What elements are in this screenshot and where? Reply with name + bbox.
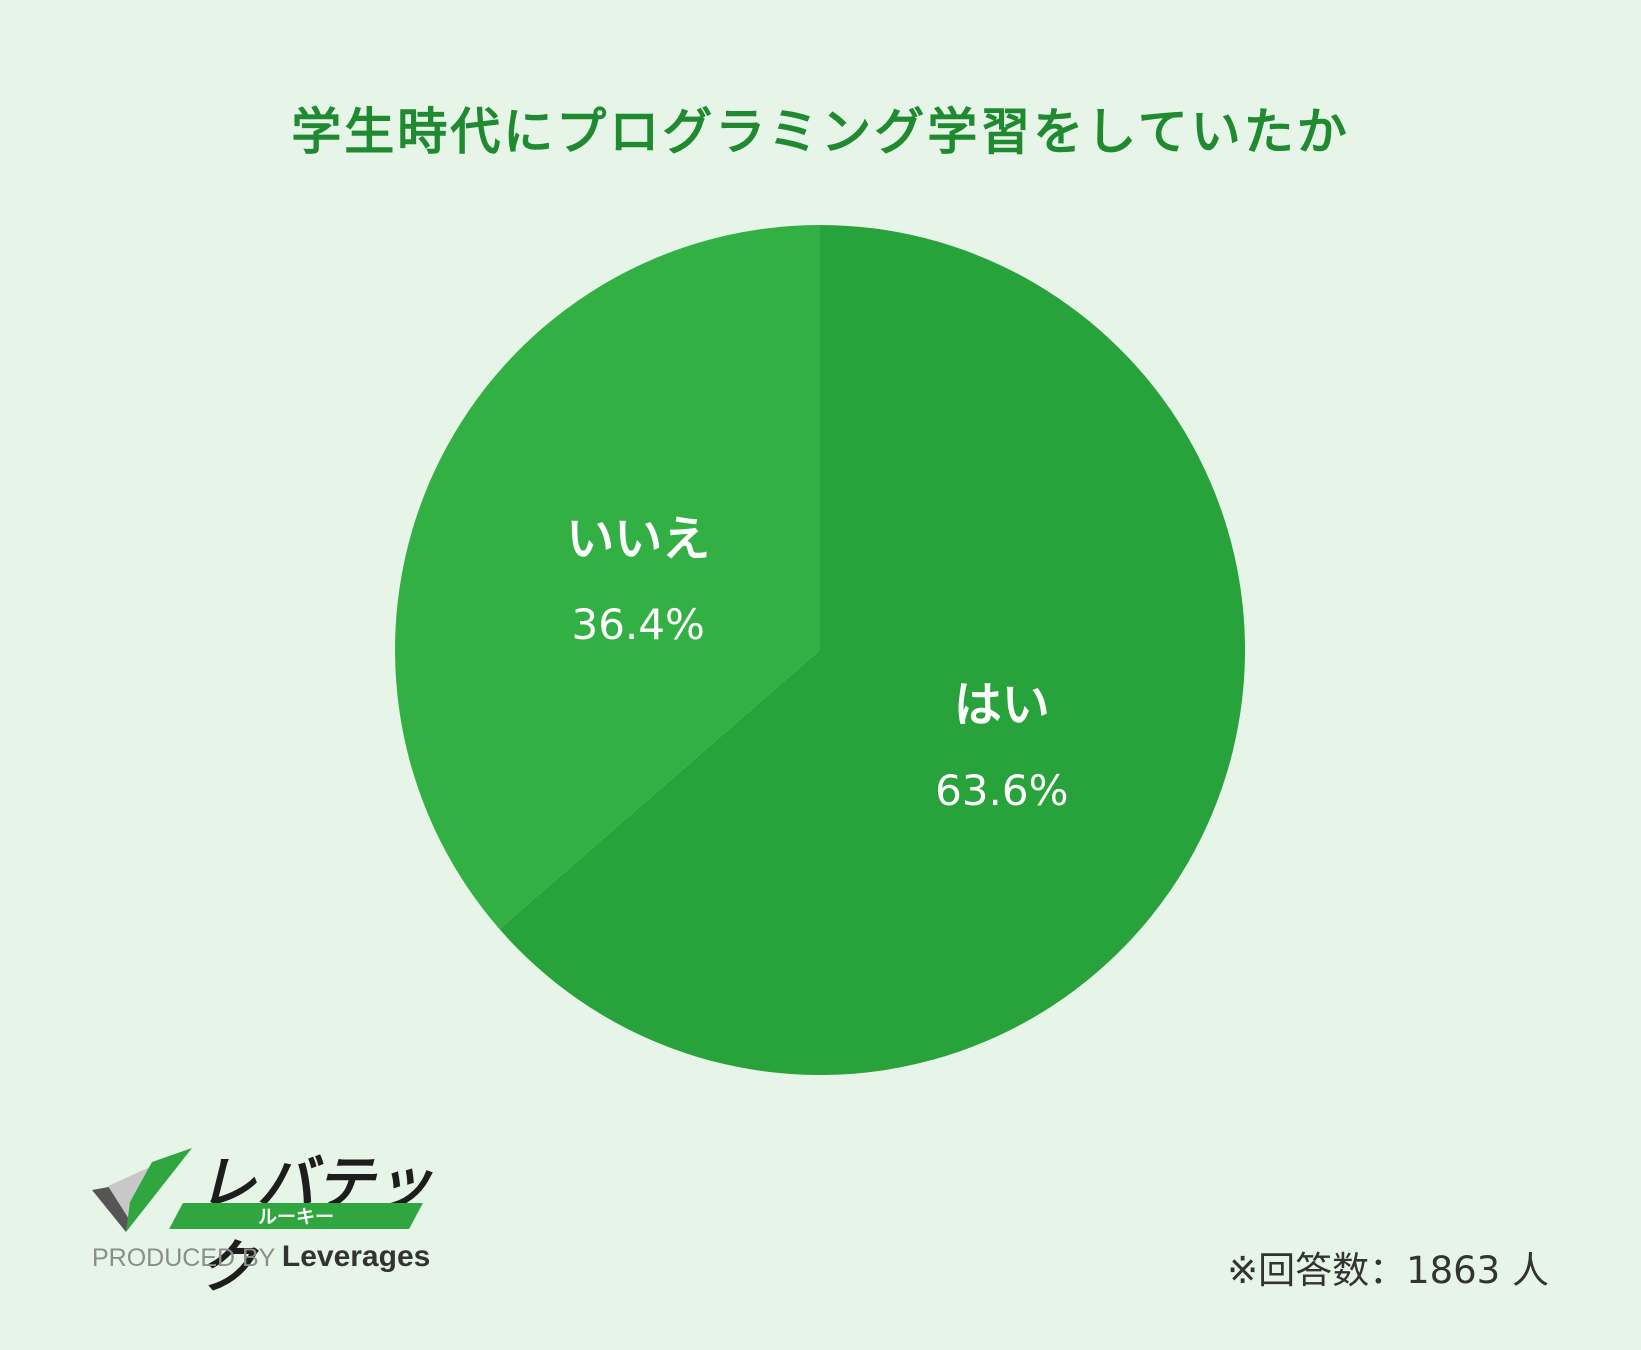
pie-slice-1 [395, 225, 820, 930]
respondent-count-note: ※回答数：1863 人 [1227, 1249, 1549, 1292]
slice-label-0: はい [954, 677, 1050, 733]
logo-sub: ルーキー [257, 1206, 334, 1228]
chart-title: 学生時代にプログラミング学習をしていたか [291, 103, 1350, 161]
slice-value-0: 63.6% [935, 766, 1068, 815]
check-mark-icon [92, 1148, 192, 1232]
produced-by-label: PRODUCED BY [92, 1244, 275, 1272]
pie-slice-0 [499, 225, 1245, 1075]
levtech-rookie-logo: レバテック ルーキー PRODUCED BY Leverages [92, 1142, 442, 1301]
company-name: Leverages [281, 1240, 431, 1273]
produced-by: PRODUCED BY Leverages [92, 1240, 430, 1274]
slice-label-1: いいえ [566, 511, 710, 567]
slice-value-1: 36.4% [571, 600, 704, 649]
